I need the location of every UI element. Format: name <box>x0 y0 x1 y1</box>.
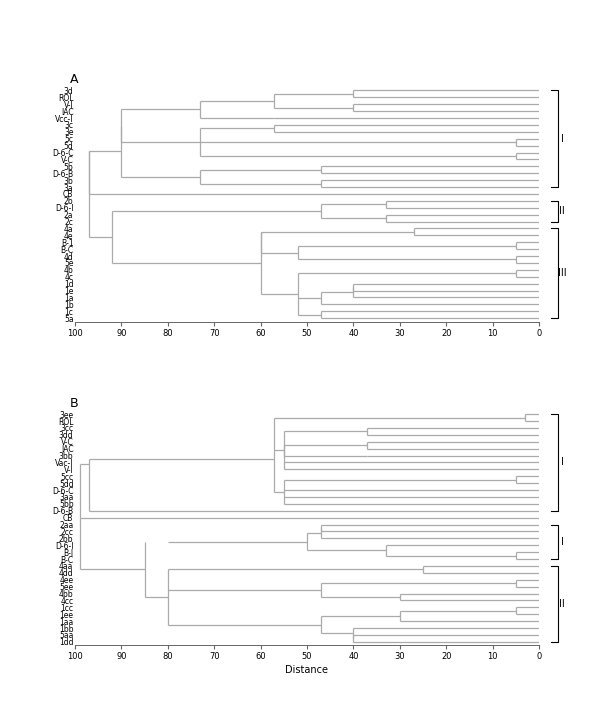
Text: II: II <box>559 599 565 609</box>
Text: A: A <box>70 72 78 86</box>
X-axis label: Distance: Distance <box>286 666 328 676</box>
Text: I: I <box>561 536 564 547</box>
Text: I: I <box>561 133 564 144</box>
Text: B: B <box>70 397 79 410</box>
Text: III: III <box>558 268 567 278</box>
Text: I: I <box>561 457 564 468</box>
Text: II: II <box>559 206 565 216</box>
